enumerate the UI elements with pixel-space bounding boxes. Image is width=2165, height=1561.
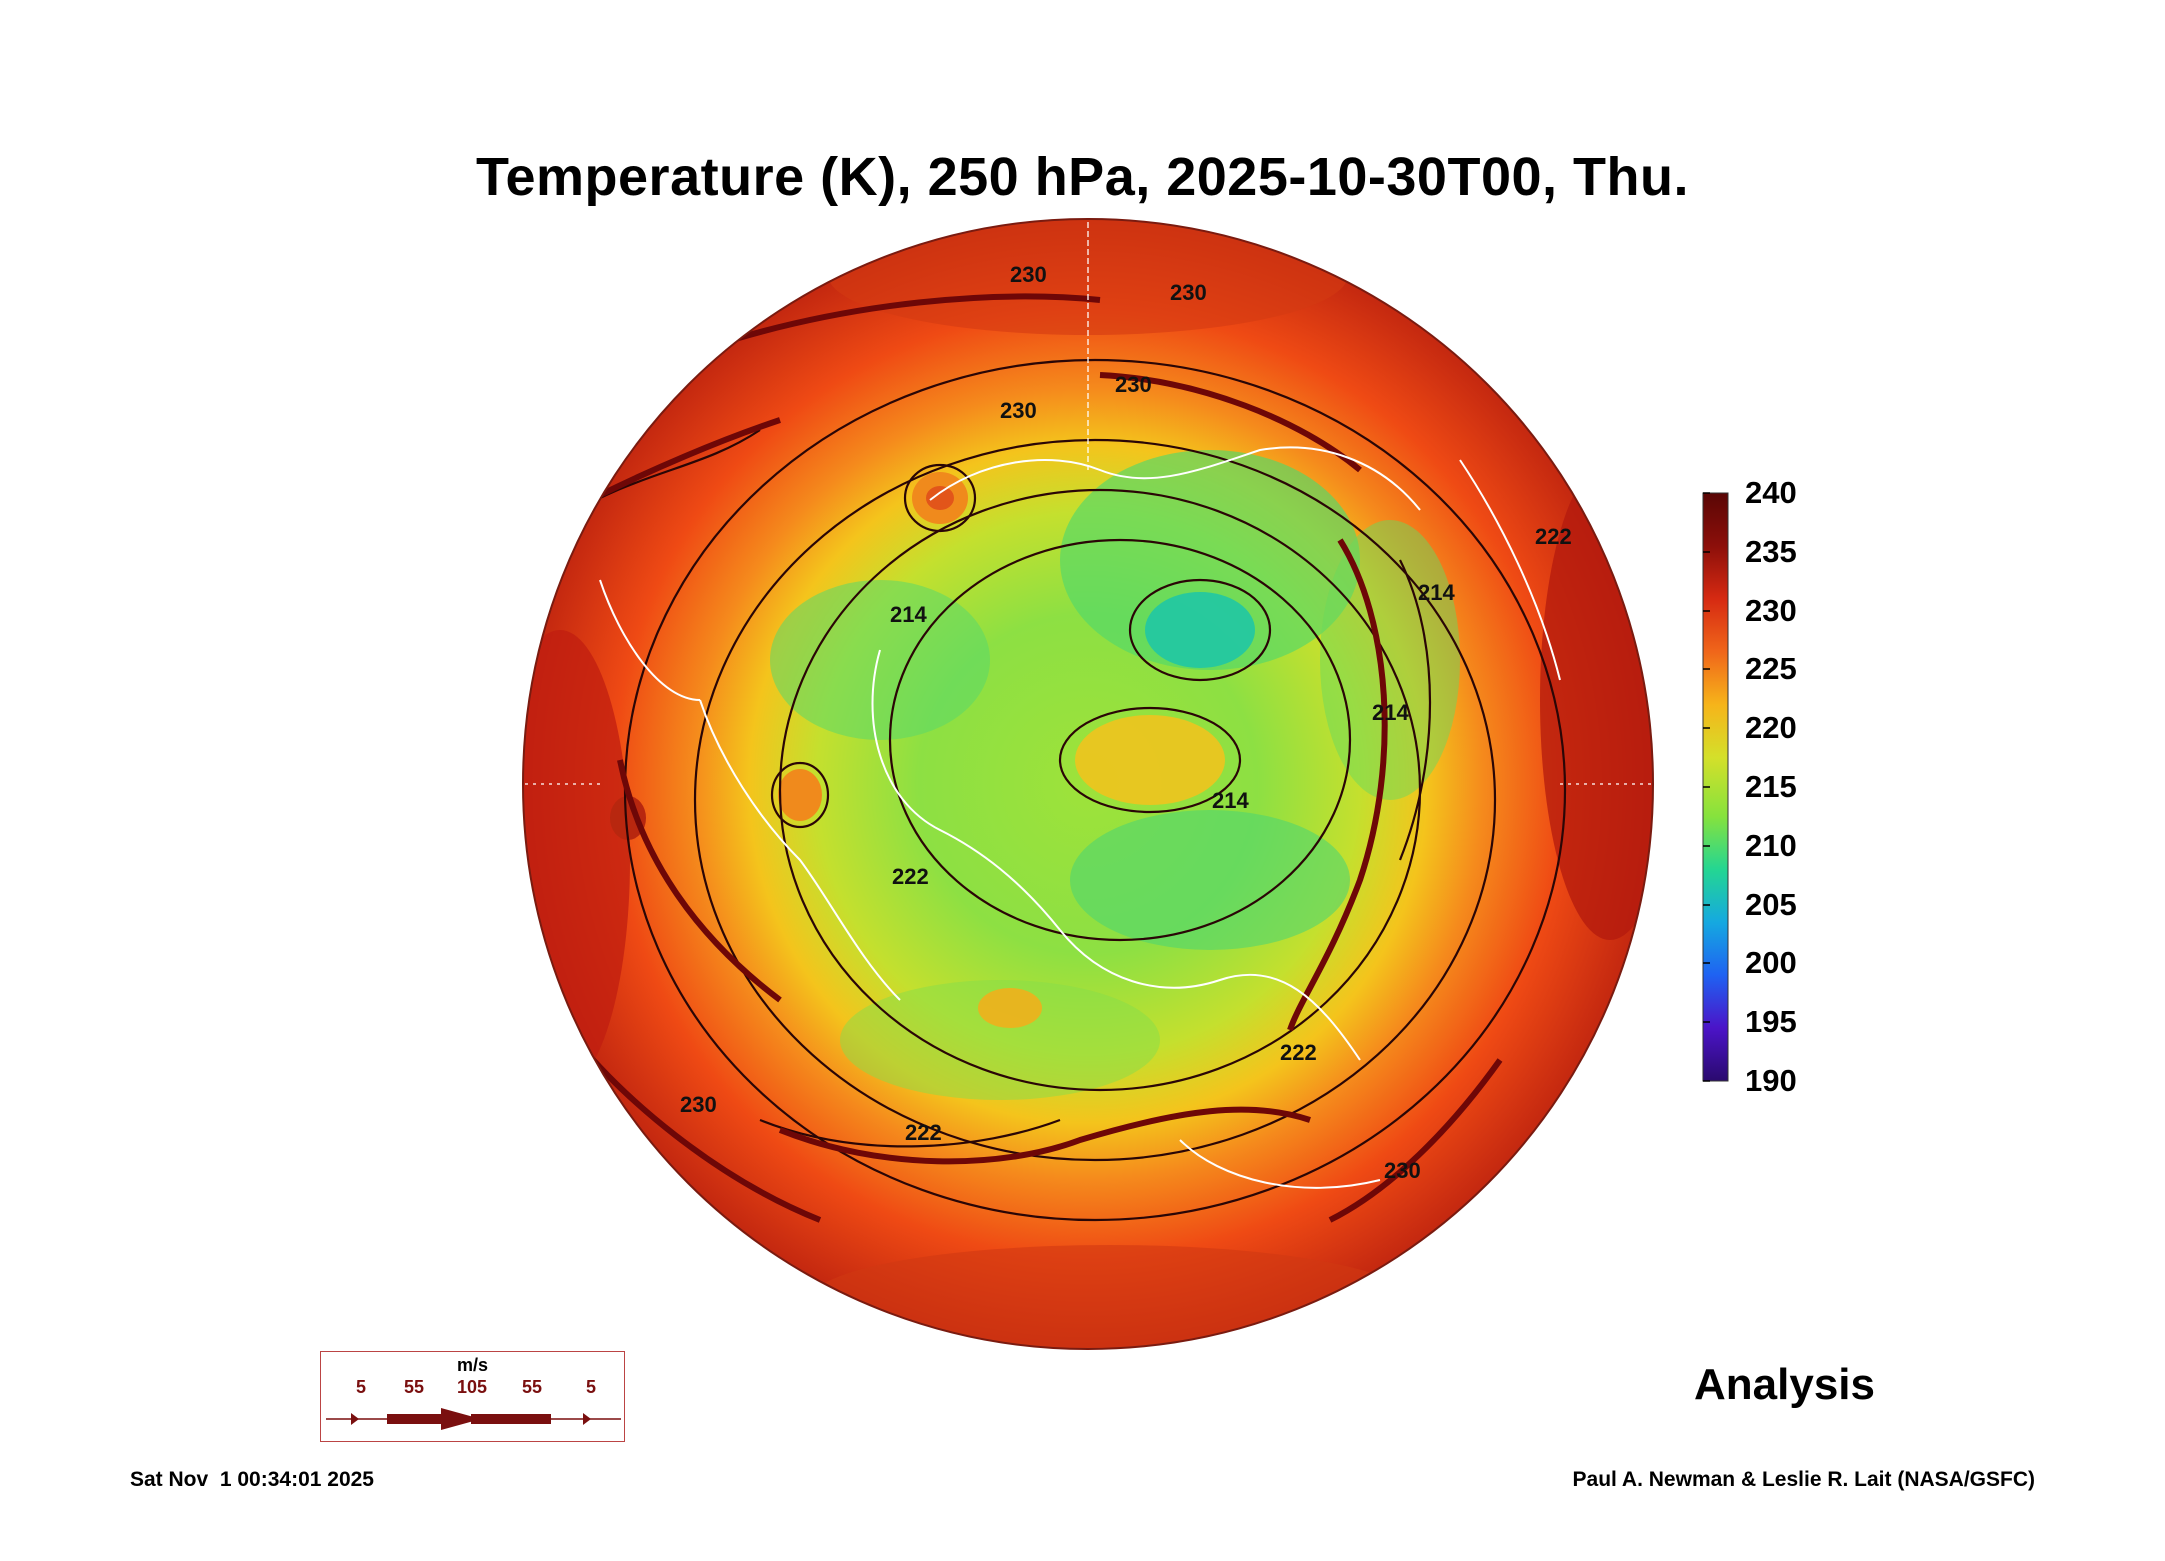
contour-label: 230 bbox=[680, 1092, 717, 1117]
credit-text: Paul A. Newman & Leslie R. Lait (NASA/GS… bbox=[1572, 1468, 2035, 1491]
colorbar-tick-label: 230 bbox=[1745, 593, 1797, 628]
map-disk-border bbox=[522, 218, 1654, 1350]
colorbar-tick-label: 215 bbox=[1745, 769, 1797, 804]
contour-label: 214 bbox=[1418, 580, 1455, 605]
contour-label: 214 bbox=[890, 602, 927, 627]
generated-timestamp: Sat Nov 1 00:34:01 2025 bbox=[130, 1468, 374, 1491]
contour-label: 230 bbox=[1384, 1158, 1421, 1183]
wind-legend-value: 55 bbox=[522, 1377, 543, 1397]
contour-label: 230 bbox=[1000, 398, 1037, 423]
colorbar-tick-label: 220 bbox=[1745, 710, 1797, 745]
colorbar-tick-label: 200 bbox=[1745, 945, 1797, 980]
colorbar-tick-marks bbox=[1703, 492, 1710, 1082]
wind-legend-value: 105 bbox=[457, 1377, 488, 1397]
contour-label: 222 bbox=[1280, 1040, 1317, 1065]
contour-label: 222 bbox=[892, 864, 929, 889]
contour-label: 230 bbox=[1010, 262, 1047, 287]
contour-label: 214 bbox=[1372, 700, 1409, 725]
colorbar-tick-label: 210 bbox=[1745, 828, 1797, 863]
contour-label: 214 bbox=[1212, 788, 1249, 813]
contour-label-group: 230 230 230 230 214 214 214 214 222 222 … bbox=[680, 262, 1572, 1183]
contour-label: 230 bbox=[1115, 372, 1152, 397]
colorbar-tick-label: 225 bbox=[1745, 651, 1797, 686]
contour-label: 222 bbox=[1535, 524, 1572, 549]
wind-legend-value: 55 bbox=[404, 1377, 425, 1397]
wind-speed-legend: m/s 5 55 105 55 5 bbox=[320, 1351, 625, 1442]
colorbar-tick-label: 205 bbox=[1745, 887, 1797, 922]
wind-legend-unit: m/s bbox=[456, 1355, 489, 1375]
colorbar-tick-label: 195 bbox=[1745, 1004, 1797, 1039]
contour-label: 230 bbox=[1170, 280, 1207, 305]
wind-legend-arrow-icon bbox=[326, 1408, 621, 1430]
plot-title: Temperature (K), 250 hPa, 2025-10-30T00,… bbox=[476, 147, 1689, 207]
colorbar-tick-label: 240 bbox=[1745, 475, 1797, 510]
temperature-field bbox=[523, 219, 1653, 1349]
wind-legend-value: 5 bbox=[586, 1377, 597, 1397]
graticule bbox=[525, 222, 1652, 785]
analysis-label: Analysis bbox=[1694, 1360, 1875, 1409]
wind-legend-value: 5 bbox=[356, 1377, 367, 1397]
coastlines bbox=[599, 446, 1561, 1189]
contour-label: 222 bbox=[905, 1120, 942, 1145]
colorbar-tick-label: 190 bbox=[1745, 1063, 1797, 1098]
jet-streamlines bbox=[557, 293, 1503, 1223]
colorbar-tick-label: 235 bbox=[1745, 534, 1797, 569]
